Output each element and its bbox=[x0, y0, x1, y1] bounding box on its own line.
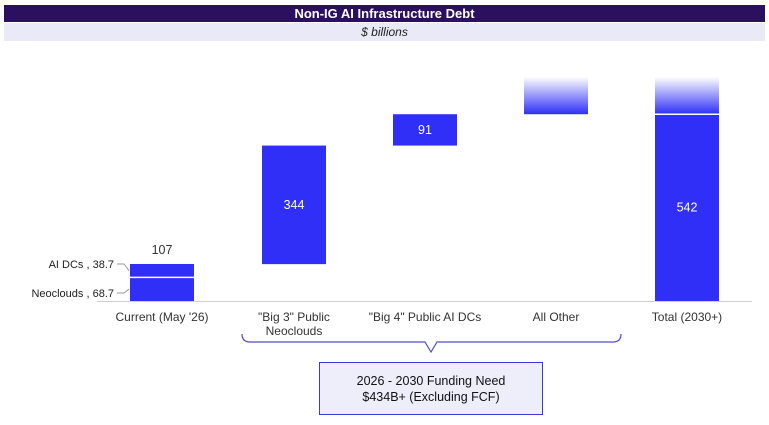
bar-segment-1 bbox=[130, 263, 194, 278]
funding-need-line2: $434B+ (Excluding FCF) bbox=[362, 389, 500, 404]
value-label-2: 91 bbox=[418, 123, 432, 137]
funding-need-line1: 2026 - 2030 Funding Need bbox=[356, 373, 506, 388]
bar-total-extension bbox=[655, 77, 719, 115]
bar-segment-0 bbox=[130, 277, 194, 301]
value-label-0: 107 bbox=[152, 243, 173, 257]
value-label-1: 344 bbox=[284, 198, 305, 212]
segment-label-0: Neoclouds , 68.7 bbox=[31, 288, 114, 300]
bar-1 bbox=[262, 145, 326, 265]
bars-layer bbox=[130, 77, 719, 301]
category-label-0: Current (May '26) bbox=[116, 310, 209, 324]
bar-2 bbox=[393, 114, 457, 146]
funding-need-box: 2026 - 2030 Funding Need $434B+ (Excludi… bbox=[319, 362, 543, 415]
chart-subtitle: $ billions bbox=[4, 23, 765, 41]
category-label-4: Total (2030+) bbox=[652, 310, 722, 324]
labels-layer: 107 Neoclouds , 68.7 AI DCs , 38.7 Current … bbox=[31, 123, 722, 338]
category-label-1-line1: Neoclouds bbox=[266, 324, 323, 338]
bar-4 bbox=[655, 114, 719, 301]
category-label-3: All Other bbox=[533, 310, 580, 324]
segment-leader-0 bbox=[117, 288, 130, 294]
segment-label-1: AI DCs , 38.7 bbox=[49, 259, 114, 271]
category-label-1: "Big 3" Public bbox=[258, 310, 330, 324]
value-label-4: 542 bbox=[677, 201, 698, 215]
bracket-line bbox=[241, 333, 622, 354]
bar-all-other bbox=[524, 77, 588, 115]
segment-leader-1 bbox=[117, 263, 130, 271]
chart-title: Non-IG AI Infrastructure Debt bbox=[4, 5, 765, 22]
category-label-2: "Big 4" Public AI DCs bbox=[369, 310, 482, 324]
